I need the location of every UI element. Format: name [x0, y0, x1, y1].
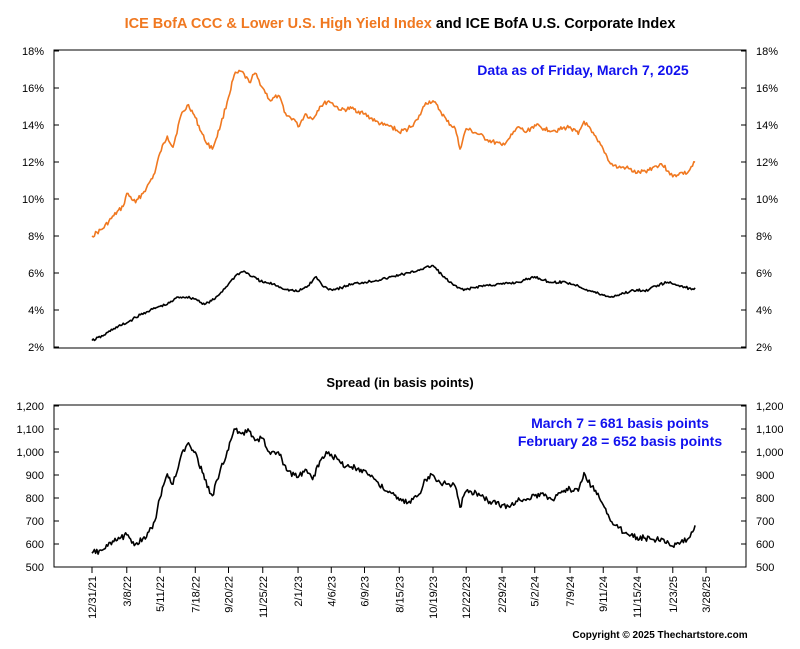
top-right-tick-label: 12% [756, 157, 778, 169]
top-left-tick-label: 4% [28, 305, 44, 317]
top-plot-frame [53, 49, 747, 349]
top-left-tick-label: 18% [22, 46, 44, 58]
bottom-right-tick-label: 900 [756, 470, 774, 482]
top-right-tick-label: 6% [756, 268, 772, 280]
x-tick-label: 3/8/22 [122, 576, 134, 607]
spread-series-line [91, 427, 696, 555]
top-right-tick-label: 10% [756, 194, 778, 206]
x-tick-label: 4/6/23 [326, 576, 338, 607]
high-yield-series-line [91, 69, 696, 238]
bottom-left-tick-label: 1,000 [16, 447, 44, 459]
top-right-tick-label: 16% [756, 83, 778, 95]
x-tick-label: 12/31/21 [87, 576, 99, 619]
march-7-annotation: March 7 = 681 basis points [531, 415, 709, 431]
top-series [91, 69, 696, 342]
bottom-right-tick-label: 1,200 [756, 401, 784, 413]
bottom-axes: 500 500 600 600 700 700 800 800 900 900 1,000 1,000… [16, 401, 783, 574]
bottom-right-tick-label: 1,100 [756, 424, 784, 436]
top-left-tick-label: 8% [28, 231, 44, 243]
bottom-right-tick-label: 700 [756, 516, 774, 528]
x-tick-label: 12/22/23 [461, 576, 473, 619]
corporate-series-line [91, 264, 696, 342]
top-right-tick-label: 8% [756, 231, 772, 243]
x-tick-label: 8/15/23 [394, 576, 406, 613]
top-left-tick-label: 2% [28, 342, 44, 354]
title-part-high-yield: ICE BofA CCC & Lower U.S. High Yield Ind… [125, 16, 432, 32]
top-left-tick-label: 10% [22, 194, 44, 206]
bottom-right-tick-label: 600 [756, 539, 774, 551]
spread-title: Spread (in basis points) [326, 375, 473, 390]
chart-title: ICE BofA CCC & Lower U.S. High Yield Ind… [125, 16, 676, 32]
title-part-corporate: and ICE BofA U.S. Corporate Index [432, 16, 676, 32]
x-tick-label: 10/19/23 [428, 576, 440, 619]
x-tick-label: 7/18/22 [190, 576, 202, 613]
top-right-tick-label: 18% [756, 46, 778, 58]
x-tick-label: 7/9/24 [565, 576, 577, 607]
x-tick-label: 2/29/24 [497, 576, 509, 613]
bottom-plot-frame [53, 404, 747, 568]
x-tick-label: 6/9/23 [359, 576, 371, 607]
x-tick-label: 11/25/22 [258, 576, 270, 618]
february-28-annotation: February 28 = 652 basis points [518, 433, 722, 449]
top-axes: 2% 2% 4% 4% 6% 6% 8% 8% 10% 10% 12% 12% 14% 14% 16% 16%… [22, 46, 778, 354]
x-tick-label: 11/15/24 [632, 576, 644, 618]
x-axis-labels: 12/31/21 3/8/22 5/11/22 7/18/22 9/20/22 11/25… [87, 567, 713, 619]
bottom-left-tick-label: 600 [26, 539, 44, 551]
x-tick-label: 3/28/25 [701, 576, 713, 613]
x-tick-label: 9/11/24 [598, 576, 610, 612]
copyright-text: Copyright © 2025 Thechartstore.com [572, 630, 747, 641]
top-right-tick-label: 4% [756, 305, 772, 317]
x-tick-label: 2/1/23 [293, 576, 305, 607]
bottom-left-tick-label: 700 [26, 516, 44, 528]
top-left-tick-label: 12% [22, 157, 44, 169]
bottom-right-tick-label: 800 [756, 493, 774, 505]
x-tick-label: 5/2/24 [530, 576, 542, 607]
top-left-tick-label: 16% [22, 83, 44, 95]
bottom-left-tick-label: 1,100 [16, 424, 44, 436]
top-left-tick-label: 14% [22, 120, 44, 132]
bottom-right-tick-label: 500 [756, 562, 774, 574]
x-tick-label: 9/20/22 [224, 576, 236, 613]
bottom-left-tick-label: 900 [26, 470, 44, 482]
bottom-series [91, 427, 696, 555]
bottom-left-tick-label: 800 [26, 493, 44, 505]
top-right-tick-label: 2% [756, 342, 772, 354]
data-as-of-annotation: Data as of Friday, March 7, 2025 [477, 62, 689, 78]
top-left-tick-label: 6% [28, 268, 44, 280]
bottom-left-tick-label: 500 [26, 562, 44, 574]
bottom-right-tick-label: 1,000 [756, 447, 784, 459]
x-tick-label: 1/23/25 [668, 576, 680, 613]
bottom-left-tick-label: 1,200 [16, 401, 44, 413]
top-right-tick-label: 14% [756, 120, 778, 132]
x-tick-label: 5/11/22 [155, 576, 167, 612]
